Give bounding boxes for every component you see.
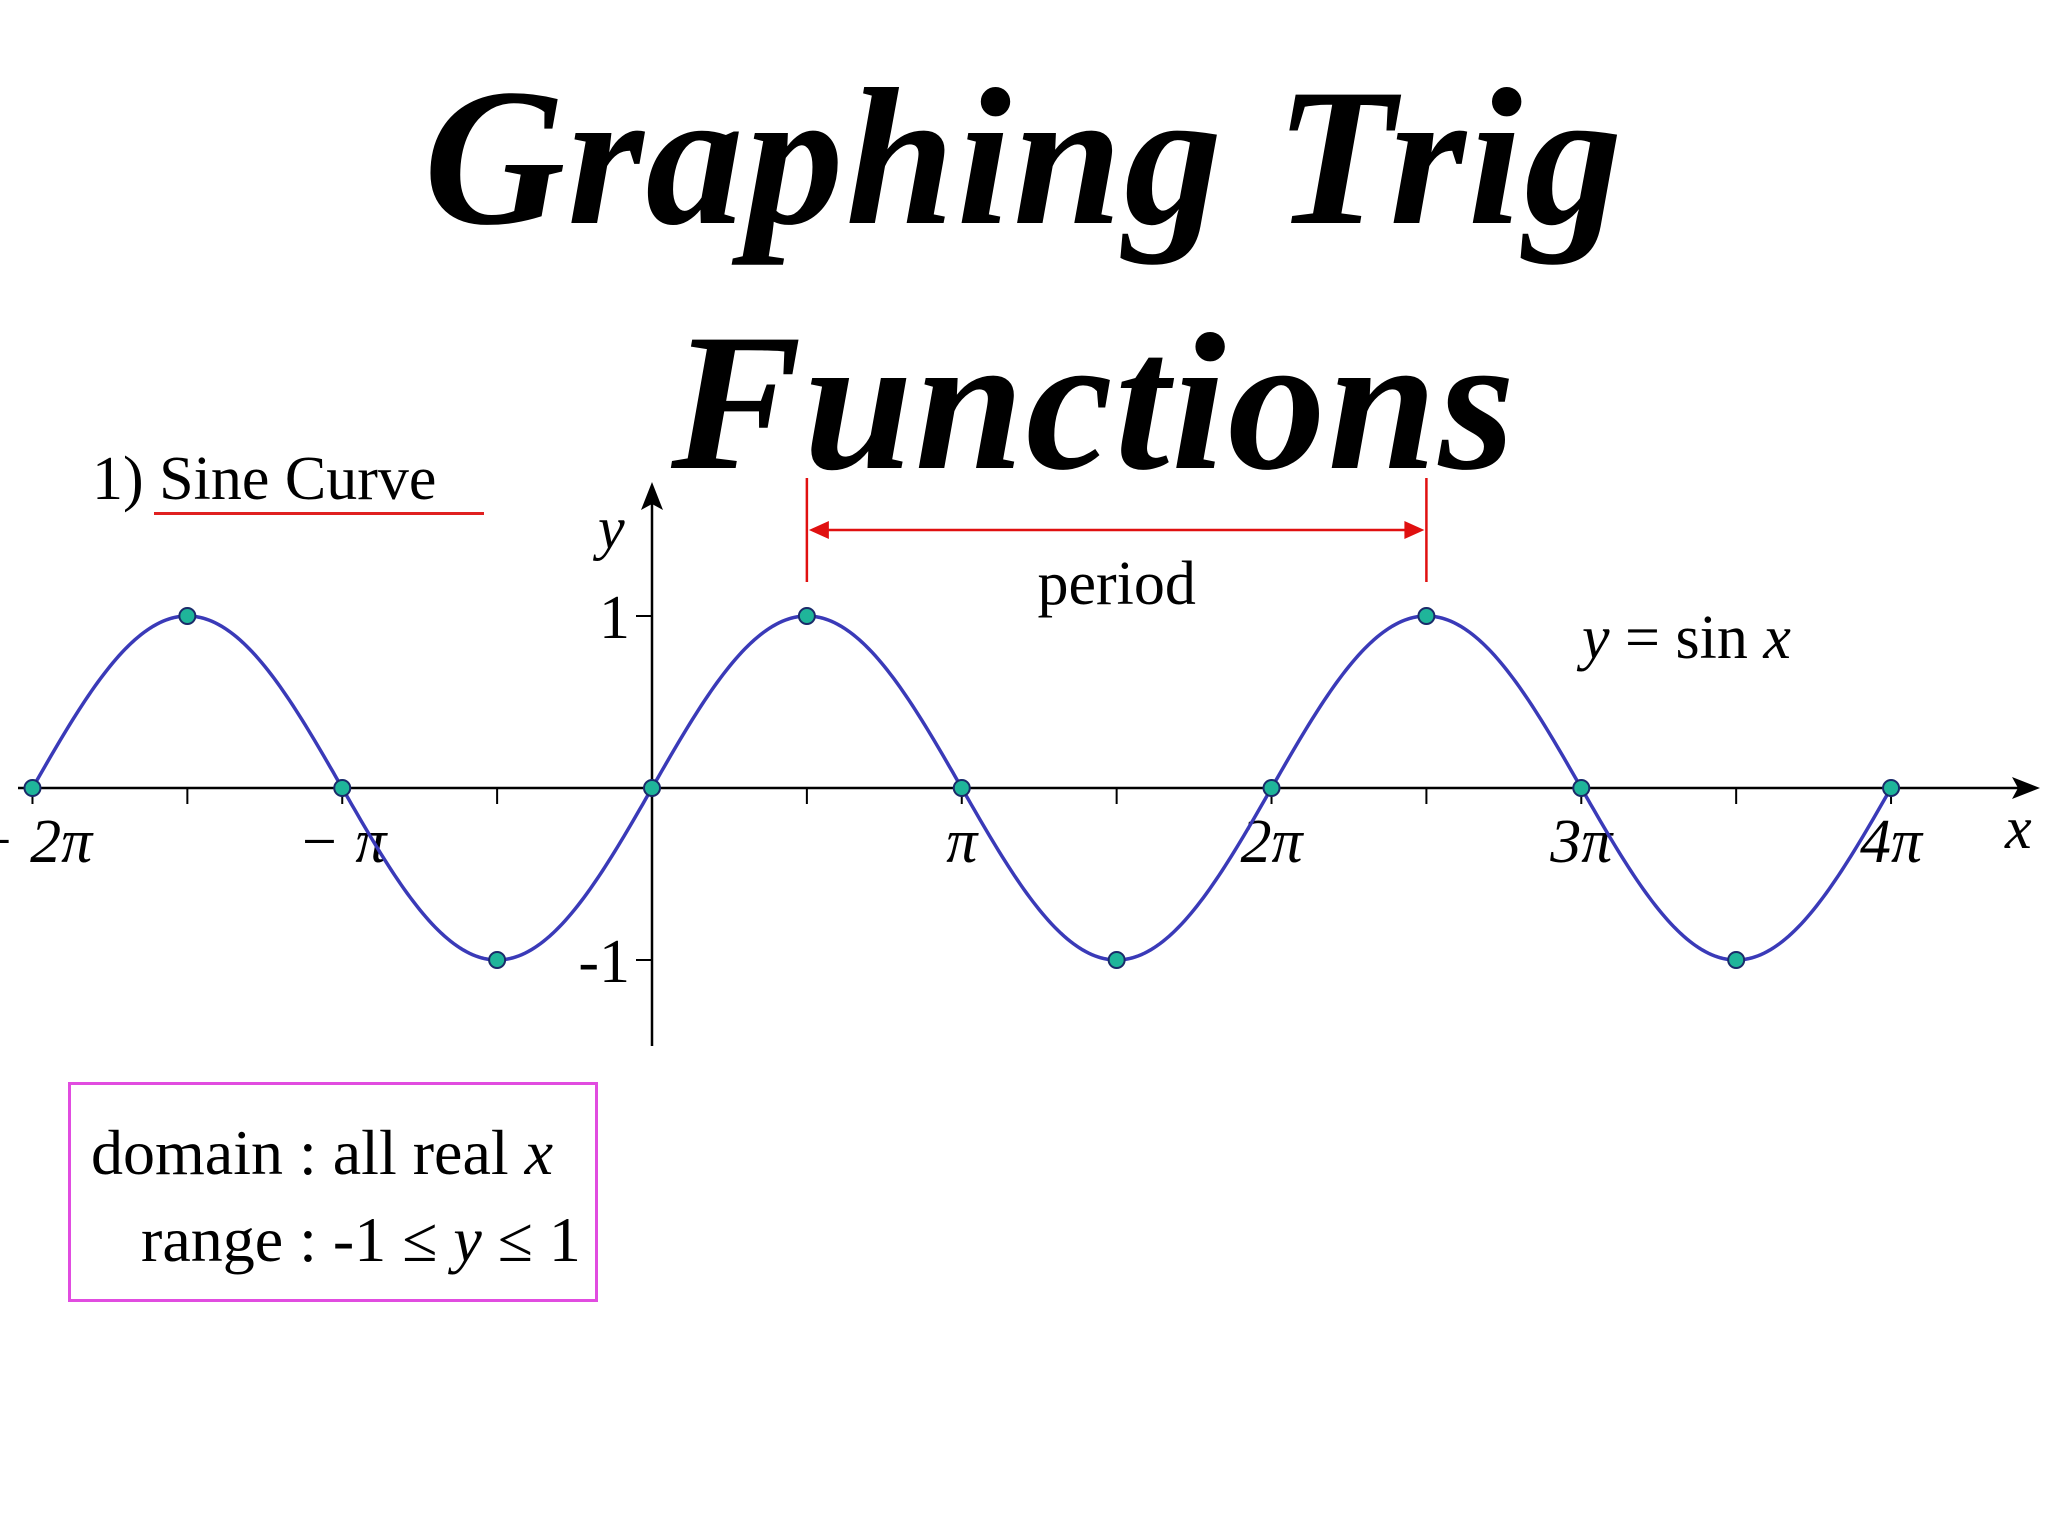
domain-text: domain : all real (91, 1117, 525, 1188)
x-tick-label: 3π (1549, 808, 1614, 876)
key-point (333, 779, 352, 797)
key-point (643, 779, 661, 797)
key-point (23, 779, 42, 797)
equation-lhs: y (1576, 604, 1610, 672)
key-point (1417, 607, 1436, 625)
equation-var: x (1762, 604, 1791, 672)
key-point (1572, 779, 1591, 797)
period-arrow-left (808, 521, 829, 539)
key-point (1727, 951, 1746, 969)
y-axis-label: y (592, 495, 625, 561)
section-number: 1) (92, 445, 144, 513)
section-underline (154, 512, 484, 515)
x-axis-label: x (2004, 795, 2032, 861)
x-tick-label: 4π (1860, 808, 1924, 876)
key-point (1262, 779, 1281, 797)
key-point (1882, 779, 1901, 797)
key-point (488, 951, 507, 969)
y-tick-label: -1 (578, 928, 630, 996)
equation-label: y = sin x (1576, 604, 1791, 672)
key-point (952, 779, 971, 797)
page-title-line-1: Graphing Trig (423, 49, 1625, 266)
domain-variable: x (524, 1117, 554, 1188)
page-title-line-2: Functions (671, 294, 1517, 511)
domain-line: domain : all real x (91, 1121, 553, 1185)
range-variable: y (453, 1204, 482, 1275)
key-point (1107, 951, 1126, 969)
key-point (797, 607, 816, 625)
section-label: 1) Sine Curve (92, 445, 484, 515)
period-arrow-right (1404, 521, 1425, 539)
x-axis-arrow (2012, 777, 2040, 799)
domain-range-box: domain : all real x range : -1 ≤ y ≤ 1 (68, 1082, 598, 1302)
range-end: ≤ 1 (481, 1204, 581, 1275)
section-name: Sine Curve (159, 445, 437, 513)
key-point (178, 607, 197, 625)
x-tick-label: 2π (1240, 808, 1304, 876)
y-tick-label: 1 (599, 584, 630, 652)
x-tick-label: − 2π (0, 808, 94, 876)
range-line: range : -1 ≤ y ≤ 1 (141, 1208, 581, 1272)
x-tick-label: π (946, 808, 979, 876)
equation-rhs: = sin (1610, 604, 1764, 672)
y-axis-arrow (641, 482, 663, 510)
period-label: period (1037, 550, 1195, 618)
range-text: range : -1 ≤ (141, 1204, 454, 1275)
